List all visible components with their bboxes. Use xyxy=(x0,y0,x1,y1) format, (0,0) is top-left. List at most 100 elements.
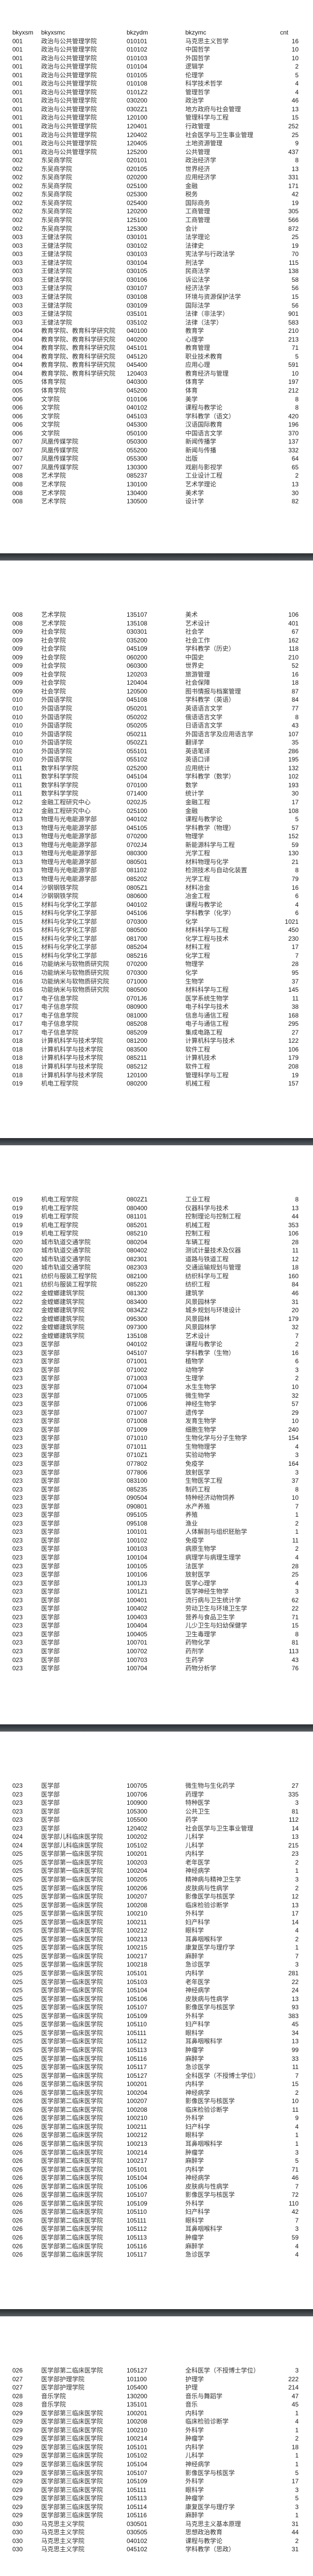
cell-bkyxsm: 001 xyxy=(12,80,23,88)
cell-cnt: 1 xyxy=(295,2512,299,2519)
cell-bkyxsm: 023 xyxy=(12,1426,23,1433)
cell-bkyxsm: 026 xyxy=(12,2242,23,2250)
cell-cnt: 102 xyxy=(288,773,299,781)
table-row: 012 金融工程研究中心 0202J5 金融工程 17 xyxy=(0,798,313,807)
cell-bkyxsmc: 医学部第二临床医学院 xyxy=(41,2367,103,2374)
cell-bkyxsm: 010 xyxy=(12,747,23,755)
cell-bkzymc: 逻辑学 xyxy=(185,63,204,71)
cell-bkyxsmc: 体育学院 xyxy=(41,378,66,386)
cell-bkyxsm: 023 xyxy=(12,1443,23,1450)
cell-bkyxsm: 007 xyxy=(12,438,23,446)
cell-cnt: 2 xyxy=(295,1545,299,1553)
cell-bkyxsmc: 政治与公共管理学院 xyxy=(41,80,97,88)
cell-bkyxsmc: 政治与公共管理学院 xyxy=(41,37,97,45)
table-row: 023 医学部 100405 卫生毒理学 8 xyxy=(0,1630,313,1639)
cell-bkyxsm: 026 xyxy=(12,2114,23,2122)
cell-bkyxsm: 001 xyxy=(12,114,23,122)
cell-bkyxsmc: 医学部 xyxy=(41,1605,60,1613)
cell-bkzymc: 化学工程 xyxy=(185,952,211,959)
cell-bkyxsm: 010 xyxy=(12,730,23,738)
table-header-row: bkyxsm bkyxsmc bkzydm bkzymc cnt xyxy=(0,28,313,37)
table-row: 005 体育学院 040300 体育学 197 xyxy=(0,378,313,386)
cell-bkzymc: 政治学 xyxy=(185,97,204,105)
cell-bkzydm: 120100 xyxy=(127,1071,148,1079)
cell-bkyxsm: 013 xyxy=(12,875,23,883)
table-row: 023 医学部 100402 劳动卫生与环境卫生学 22 xyxy=(0,1604,313,1613)
cell-bkzydm: 120203 xyxy=(127,670,148,678)
cell-bkzydm: 135108 xyxy=(127,1332,148,1340)
cell-bkzymc: 麻醉学 xyxy=(185,2157,204,2165)
cell-bkyxsmc: 医学部 xyxy=(41,1460,60,1467)
cell-cnt: 67 xyxy=(291,628,299,636)
cell-bkyxsm: 029 xyxy=(12,2478,23,2485)
cell-bkyxsm: 023 xyxy=(12,1647,23,1655)
table-row: 018 计算机科学与技术学院 081200 计算机科学与技术 122 xyxy=(0,1037,313,1045)
cell-bkyxsm: 018 xyxy=(12,1037,23,1045)
cell-bkzymc: 美术学 xyxy=(185,489,204,497)
cell-cnt: 164 xyxy=(288,1460,299,1467)
table-row: 002 东吴商学院 125300 会计 872 xyxy=(0,225,313,233)
cell-bkyxsmc: 医学部第二临床医学院 xyxy=(41,2216,103,2224)
cell-cnt: 14 xyxy=(291,1918,299,1926)
cell-bkzydm: 070300 xyxy=(127,969,148,976)
cell-bkzydm: 135101 xyxy=(127,2401,148,2409)
cell-bkyxsmc: 医学部 xyxy=(41,1579,60,1587)
cell-cnt: 1 xyxy=(295,2461,299,2468)
cell-bkyxsm: 001 xyxy=(12,105,23,113)
cell-bkyxsmc: 医学部第三临床医学院 xyxy=(41,2495,103,2502)
cell-bkzydm: 105101 xyxy=(127,1970,148,1977)
cell-bkzydm: 055300 xyxy=(127,455,148,463)
cell-bkzydm: 030108 xyxy=(127,293,148,300)
cell-bkyxsmc: 机电工程学院 xyxy=(41,1204,79,1212)
cell-bkyxsm: 025 xyxy=(12,1952,23,1960)
cell-bkzymc: 政治经济学 xyxy=(185,157,217,164)
cell-bkzydm: 120405 xyxy=(127,140,148,147)
cell-cnt: 4 xyxy=(295,80,299,88)
cell-bkzydm: 071006 xyxy=(127,1400,148,1408)
cell-bkzydm: 025400 xyxy=(127,199,148,207)
cell-bkzymc: 妇产科学 xyxy=(185,2208,211,2216)
table-row: 025 医学部第一临床医学院 105104 神经病学 24 xyxy=(0,1986,313,1995)
cell-cnt: 16 xyxy=(291,884,299,891)
cell-bkyxsm: 026 xyxy=(12,2165,23,2173)
cell-bkzymc: 医学心理学 xyxy=(185,1579,217,1587)
cell-bkzydm: 045108 xyxy=(127,696,148,704)
cell-bkyxsm: 025 xyxy=(12,2004,23,2011)
cell-cnt: 5 xyxy=(295,352,299,360)
page-2: 008 艺术学院 135107 美术 106 008 艺术学院 135108 艺术设计 401 00… xyxy=(0,561,313,1138)
table-row: 026 医学部第二临床医学院 105113 肿瘤学 59 xyxy=(0,2233,313,2242)
cell-bkyxsm: 002 xyxy=(12,165,23,173)
cell-bkzydm: 105300 xyxy=(127,1807,148,1815)
table-row: 025 医学部第一临床医学院 100210 外科学 17 xyxy=(0,1909,313,1918)
cell-bkzydm: 0710Z1 xyxy=(127,1451,148,1459)
cell-cnt: 18 xyxy=(291,2443,299,2451)
cell-bkyxsm: 001 xyxy=(12,54,23,62)
cell-bkzydm: 105102 xyxy=(127,2452,148,2460)
cell-bkzymc: 学科教学（物理） xyxy=(185,824,235,832)
cell-bkzymc: 眼科学 xyxy=(185,2216,204,2224)
cell-bkzydm: 085235 xyxy=(127,1485,148,1493)
cell-bkyxsm: 001 xyxy=(12,123,23,130)
cell-bkyxsmc: 材料与化学化工学部 xyxy=(41,926,97,934)
cell-cnt: 305 xyxy=(288,208,299,215)
cell-cnt: 13 xyxy=(291,1204,299,1212)
cell-bkyxsmc: 电子信息学院 xyxy=(41,1028,79,1036)
cell-bkyxsmc: 医学部 xyxy=(41,1656,60,1664)
cell-cnt: 13 xyxy=(291,165,299,173)
cell-bkzymc: 光学工程 xyxy=(185,875,211,883)
cell-cnt: 7 xyxy=(295,1502,299,1510)
cell-bkyxsm: 025 xyxy=(12,1893,23,1901)
cell-cnt: 45 xyxy=(291,2021,299,2028)
table-row: 030 马克思主义学院 045102 学科教学（思政） 31 xyxy=(0,2545,313,2554)
table-row: 023 医学部 045107 学科教学（生物） 16 xyxy=(0,1349,313,1358)
cell-bkyxsm: 003 xyxy=(12,318,23,326)
cell-bkyxsmc: 王健法学院 xyxy=(41,259,73,266)
cell-bkzydm: 095108 xyxy=(127,1519,148,1527)
cell-bkyxsm: 010 xyxy=(12,722,23,730)
cell-bkyxsm: 025 xyxy=(12,1995,23,2003)
cell-bkzymc: 机械工程 xyxy=(185,1080,211,1088)
table-row: 011 数学科学学院 070100 数学 193 xyxy=(0,781,313,790)
cell-bkzydm: 105107 xyxy=(127,2469,148,2477)
cell-cnt: 23 xyxy=(291,1850,299,1858)
